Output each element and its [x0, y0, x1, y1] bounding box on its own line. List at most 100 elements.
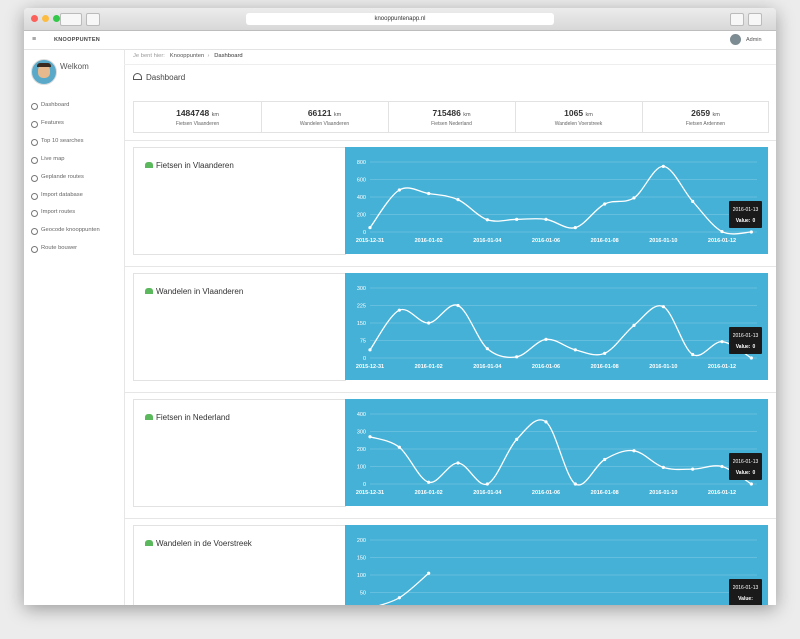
menu-item[interactable]: Live map	[41, 155, 65, 162]
point	[691, 199, 695, 203]
stat-cell: 1065 km Wandelen Voerstreek	[515, 102, 643, 132]
point	[397, 308, 401, 312]
y-tick-label: 100	[357, 573, 366, 579]
tooltip-date: 2016-01-13	[733, 585, 759, 591]
avatar-face	[38, 65, 50, 78]
sidebar-toggle[interactable]	[86, 13, 100, 26]
stat-label: Wandelen Voerstreek	[554, 121, 603, 127]
menu-icon	[31, 103, 38, 110]
x-tick-label: 2015-12-31	[356, 364, 384, 370]
point	[456, 303, 460, 308]
tooltip-date: 2016-01-13	[733, 459, 759, 465]
menu-icon	[31, 156, 38, 164]
breadcrumb-item[interactable]: Knooppunten	[169, 53, 205, 59]
y-tick-label: 100	[357, 465, 366, 471]
point	[397, 188, 401, 192]
user-avatar[interactable]	[730, 34, 741, 45]
x-tick-label: 2016-01-04	[473, 238, 502, 244]
menu-item[interactable]: Route bouwer	[41, 245, 78, 252]
users-icon	[145, 162, 153, 168]
point	[427, 571, 431, 575]
zoom-button[interactable]	[53, 15, 60, 22]
x-tick-label: 2016-01-12	[708, 490, 736, 496]
menu-item[interactable]: Import routes	[41, 209, 76, 216]
point	[749, 482, 753, 486]
panel-info: Wandelen in Vlaanderen	[133, 273, 346, 381]
tabs-button[interactable]	[748, 13, 762, 26]
panel-title: Fietsen in Vlaanderen	[156, 161, 234, 170]
y-tick-label: 0	[363, 230, 366, 236]
stat-cell: 1484748 km Fietsen Vlaanderen	[134, 102, 262, 132]
minimize-button[interactable]	[42, 15, 49, 22]
user-name[interactable]: Admin	[746, 37, 762, 43]
y-tick-label: 600	[357, 178, 366, 184]
point	[720, 229, 724, 234]
share-button[interactable]	[730, 13, 744, 26]
page-title: Dashboard	[133, 73, 185, 82]
tooltip-prefix: Value:	[738, 596, 753, 602]
line-chart: 0 200 400 600 800 2015-12-31 2016-01-02 2016-01…	[345, 147, 768, 254]
panel-title: Wandelen in Vlaanderen	[156, 287, 244, 296]
menu-item[interactable]: Features	[41, 119, 64, 126]
y-tick-label: 300	[357, 286, 366, 292]
tooltip-number: 0	[752, 344, 755, 350]
breadcrumb-prefix: Je bent hier:	[133, 53, 165, 59]
point	[544, 217, 548, 221]
greeting: Welkom	[60, 62, 89, 71]
stat-unit: km	[463, 112, 471, 118]
menu-item[interactable]: Top 10 searches	[41, 137, 84, 144]
dashboard-icon	[133, 73, 142, 80]
x-tick-label: 2016-01-04	[473, 490, 502, 496]
stat-cell: 2659 km Fietsen Ardennen	[642, 102, 769, 132]
menu-icon	[31, 138, 38, 146]
x-tick-label: 2016-01-08	[591, 490, 619, 496]
users-icon	[145, 540, 153, 546]
x-tick-label: 2016-01-02	[415, 490, 443, 496]
point	[749, 356, 753, 360]
tooltip-date: 2016-01-13	[733, 207, 759, 213]
x-tick-label: 2016-01-06	[532, 490, 560, 496]
x-tick-label: 2016-01-06	[532, 364, 560, 370]
point	[603, 457, 607, 462]
point	[632, 449, 636, 453]
stat-value: 66121 km	[261, 108, 388, 118]
url-bar[interactable]: knooppuntenapp.nl	[246, 13, 554, 25]
tooltip-value: Value: 0	[736, 470, 756, 476]
stat-cell: 66121 km Wandelen Vlaanderen	[261, 102, 389, 132]
sidebar: Welkom Dashboard Features Top 10 searches L…	[24, 50, 125, 605]
x-tick-label: 2016-01-04	[473, 364, 502, 370]
menu-item[interactable]: Dashboard	[41, 102, 70, 108]
nav-buttons[interactable]	[60, 13, 82, 26]
point	[456, 461, 460, 465]
point	[427, 480, 431, 484]
x-tick-label: 2016-01-06	[532, 238, 560, 244]
menu-toggle[interactable]: ≡	[32, 36, 37, 43]
point	[368, 348, 372, 352]
point	[749, 230, 753, 234]
point	[515, 437, 519, 441]
menu-item[interactable]: Import database	[41, 191, 83, 198]
x-tick-label: 2016-01-08	[591, 238, 619, 244]
stat-label: Fietsen Vlaanderen	[175, 121, 220, 127]
point	[661, 465, 665, 469]
menu-item[interactable]: Geplande routes	[41, 173, 84, 180]
point	[368, 226, 372, 230]
y-tick-label: 150	[357, 321, 366, 327]
x-tick-label: 2016-01-10	[649, 364, 677, 370]
y-tick-label: 50	[360, 591, 366, 597]
point	[368, 435, 372, 439]
breadcrumb: Je bent hier: Knooppunten › Dashboard	[133, 53, 243, 59]
tooltip	[729, 201, 762, 228]
tooltip-number: 0	[752, 218, 755, 224]
brand[interactable]: KNOOPPUNTEN	[54, 37, 101, 43]
menu-item[interactable]: Geocode knooppunten	[41, 227, 100, 234]
panel-title: Wandelen in de Voerstreek	[156, 539, 252, 548]
stat-number: 1484748	[176, 108, 210, 118]
menu-icon	[31, 210, 38, 218]
panel-separator	[124, 266, 776, 267]
x-tick-label: 2015-12-31	[356, 490, 384, 496]
stat-value: 1065 km	[515, 108, 642, 118]
stat-number: 66121	[307, 108, 332, 118]
close-button[interactable]	[31, 15, 38, 22]
tooltip	[729, 579, 762, 605]
